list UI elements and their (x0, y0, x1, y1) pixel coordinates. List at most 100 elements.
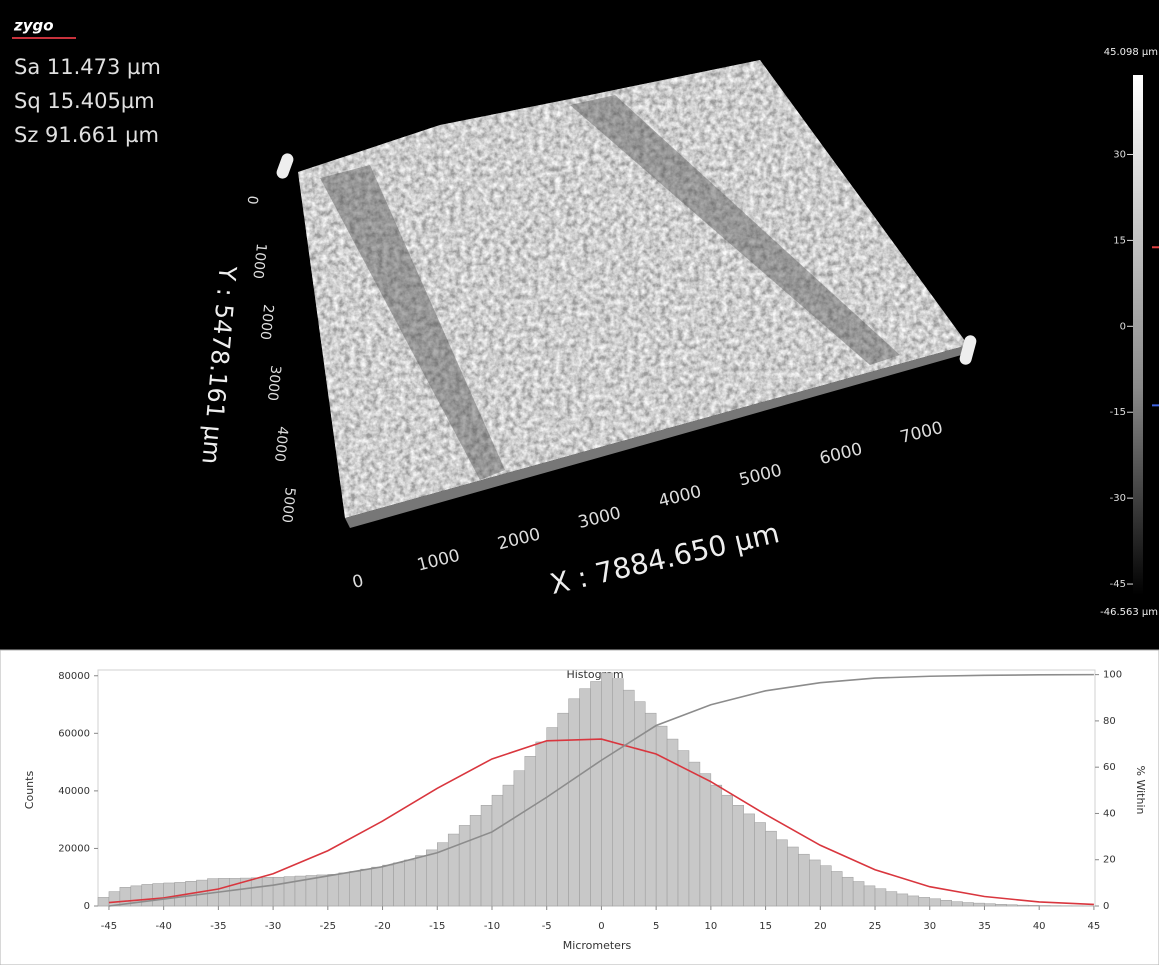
y2-tick-label: 40 (1103, 808, 1116, 819)
histogram-bar (722, 795, 733, 906)
histogram-bar (820, 866, 831, 906)
x-tick-label: 0 (598, 921, 604, 932)
x-tick-label: 5 (653, 921, 659, 932)
histogram-bar (514, 771, 525, 906)
histogram-bar (919, 897, 930, 906)
histogram-bar (777, 840, 788, 906)
histogram-bar (678, 751, 689, 906)
colorbar-tick-label: 15 (1113, 235, 1126, 246)
x-tick-label: -35 (210, 921, 226, 932)
y-tick-label: 0 (84, 901, 90, 912)
histogram-bar (350, 871, 361, 906)
y-tick-label: 60000 (58, 728, 90, 739)
y2-tick-label: 60 (1103, 762, 1116, 773)
x-tick-label: 40 (1033, 921, 1046, 932)
histogram-bar (897, 894, 908, 906)
histogram-bar (98, 897, 109, 906)
histogram-bar (941, 900, 952, 906)
histogram-bar (393, 863, 404, 906)
x-tick-label: 45 (1088, 921, 1101, 932)
histogram-bar (109, 892, 120, 906)
histogram-bar (864, 886, 875, 906)
y2-tick-label: 20 (1103, 855, 1116, 866)
y-tick-label: 80000 (58, 671, 90, 682)
x-tick-label: -40 (155, 921, 171, 932)
histogram-bar (339, 873, 350, 906)
x-tick-label: -15 (429, 921, 445, 932)
histogram-bar (536, 742, 547, 906)
histogram-bar (153, 884, 164, 906)
stat: Sz 91.661 µm (14, 123, 159, 147)
surface-y-tick-label: 0 (244, 195, 261, 206)
colorbar-min-label: -46.563 µm (1100, 607, 1158, 618)
histogram-bar (328, 874, 339, 906)
histogram-bar (383, 865, 394, 906)
y2-axis-title: % Within (1134, 766, 1147, 815)
histogram-bar (886, 892, 897, 906)
stat: Sq 15.405µm (14, 89, 155, 113)
x-tick-label: 10 (704, 921, 717, 932)
histogram-bar (755, 823, 766, 906)
histogram-bar (503, 785, 514, 906)
histogram-bar (481, 805, 492, 906)
colorbar-tick-label: -15 (1110, 407, 1126, 418)
x-tick-label: 35 (978, 921, 991, 932)
histogram-bar (164, 883, 175, 906)
histogram-bar (623, 690, 634, 906)
histogram-bar (853, 882, 864, 906)
x-tick-label: 25 (869, 921, 882, 932)
histogram-bar (798, 854, 809, 906)
histogram-bar (974, 903, 985, 906)
colorbar (1133, 75, 1143, 595)
histogram-bar (547, 728, 558, 906)
histogram-bar (262, 877, 273, 906)
histogram-bar (689, 762, 700, 906)
x-axis-title: Micrometers (563, 939, 632, 952)
colorbar-max-label: 45.098 µm (1104, 47, 1158, 58)
x-tick-label: -45 (101, 921, 117, 932)
colorbar-tick-label: 30 (1113, 149, 1126, 160)
histogram-bar (558, 713, 569, 906)
histogram-bar (415, 856, 426, 906)
histogram-bar (372, 867, 383, 906)
histogram-bar (142, 884, 153, 906)
histogram-bar (426, 850, 437, 906)
histogram-bar (470, 815, 481, 906)
y-axis-title: Counts (23, 771, 36, 810)
histogram-bar (875, 889, 886, 906)
histogram-bar (590, 682, 601, 906)
histogram-bar (700, 774, 711, 906)
colorbar-tick-label: -30 (1110, 493, 1126, 504)
histogram-bar (317, 875, 328, 906)
x-tick-label: -5 (542, 921, 552, 932)
x-tick-label: 30 (923, 921, 936, 932)
x-tick-label: 15 (759, 921, 772, 932)
histogram-bar (744, 814, 755, 906)
histogram-bar (645, 713, 656, 906)
histogram-bar (963, 903, 974, 906)
y-tick-label: 20000 (58, 843, 90, 854)
y2-tick-label: 80 (1103, 716, 1116, 727)
histogram-bar (1028, 905, 1039, 906)
histogram-bar (809, 860, 820, 906)
histogram-bar (787, 847, 798, 906)
histogram-bar (612, 679, 623, 906)
histogram-bar (459, 825, 470, 906)
colorbar-tick-label: 0 (1120, 321, 1126, 332)
x-tick-label: -20 (374, 921, 390, 932)
histogram-bar (1017, 905, 1028, 906)
histogram-bar (733, 805, 744, 906)
histogram-bar (952, 902, 963, 906)
logo: zygo (13, 17, 54, 35)
histogram-bar (984, 904, 995, 906)
histogram-bar (995, 904, 1006, 906)
histogram-bar (634, 702, 645, 906)
colorbar-tick-label: -45 (1110, 579, 1126, 590)
histogram-bar (273, 877, 284, 906)
histogram-bar (492, 795, 503, 906)
histogram-bar (1006, 905, 1017, 906)
y2-tick-label: 0 (1103, 901, 1109, 912)
histogram-bar (525, 756, 536, 906)
histogram-bar (601, 673, 612, 906)
y2-tick-label: 100 (1103, 670, 1122, 681)
